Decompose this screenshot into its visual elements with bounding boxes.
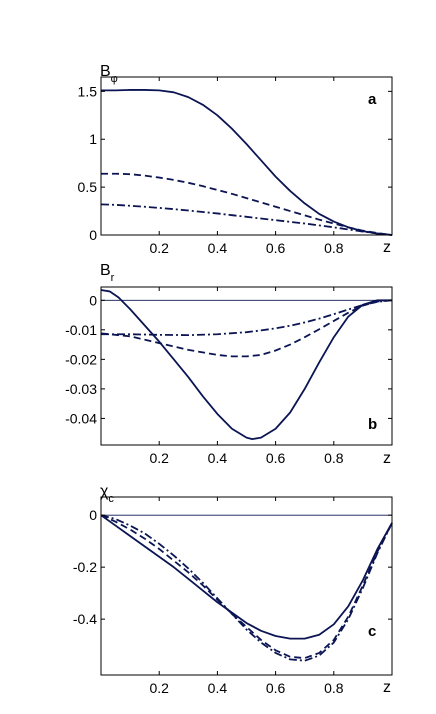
y-tick-label: -0.04 [65, 410, 97, 426]
x-tick-label: 0.4 [208, 240, 228, 256]
x-tick-label: 0.8 [324, 450, 344, 466]
plot-frame [100, 496, 393, 676]
plot-frame [100, 76, 393, 236]
y-tick-label: -0.02 [65, 351, 97, 367]
x-tick-label: 0.6 [266, 450, 286, 466]
y-tick-label: 1.5 [78, 83, 98, 99]
panel-b-xlabel: z [383, 450, 391, 467]
panel-c-letter: c [368, 623, 376, 640]
series-dashdot-line [100, 514, 393, 662]
panel-b-chart: Br z b 0 -0.01 -0.02 -0.03 -0.04 0.2 0.4 0.6 0.8 [65, 262, 393, 467]
x-tick-label: 0.2 [149, 680, 169, 696]
x-tick-label: 0.2 [149, 240, 169, 256]
x-tick-label: 0.4 [208, 680, 228, 696]
x-tick-label: 0.2 [149, 450, 169, 466]
x-tick-label: 0.8 [324, 240, 344, 256]
x-tick-label: 0.8 [324, 680, 344, 696]
y-tick-label: 0.5 [78, 179, 98, 195]
panel-c-ylabel: χc [100, 483, 114, 505]
y-tick-label: -0.2 [73, 559, 97, 575]
panel-c-chart: χc z c 0 -0.2 -0.4 0.2 0.4 0.6 0.8 [73, 483, 393, 696]
series-solid-line [101, 89, 393, 236]
panel-b-ylabel: Br [100, 262, 115, 284]
y-tick-label: 0 [89, 292, 97, 308]
y-tick-label: -0.03 [65, 381, 97, 397]
y-tick-label: -0.4 [73, 611, 97, 627]
x-tick-label: 0.6 [266, 680, 286, 696]
x-tick-label: 0.4 [208, 450, 228, 466]
plot-frame [100, 286, 393, 446]
y-tick-label: 0 [89, 227, 97, 243]
y-tick-label: 1 [89, 131, 97, 147]
panel-c-xlabel: z [383, 679, 391, 696]
series-dashdot-line [101, 299, 393, 337]
series-dashdot-line [100, 203, 393, 236]
panel-a-xlabel: z [383, 239, 391, 256]
y-tick-label: 0 [89, 507, 97, 523]
panel-a-letter: a [368, 91, 377, 108]
x-tick-label: 0.6 [266, 240, 286, 256]
series-solid-line [100, 289, 392, 440]
series-dashed-line [101, 172, 393, 236]
panel-a-ylabel: Bφ [100, 63, 118, 85]
panel-a-chart: Bφ z a 0 0.5 1 1.5 0.2 0.4 0.6 0.8 [78, 63, 393, 256]
series-dashed-line [100, 514, 393, 660]
panel-b-letter: b [368, 416, 377, 433]
y-tick-label: -0.01 [65, 322, 97, 338]
series-solid-line [100, 514, 393, 640]
series-dashed-line [100, 299, 393, 358]
